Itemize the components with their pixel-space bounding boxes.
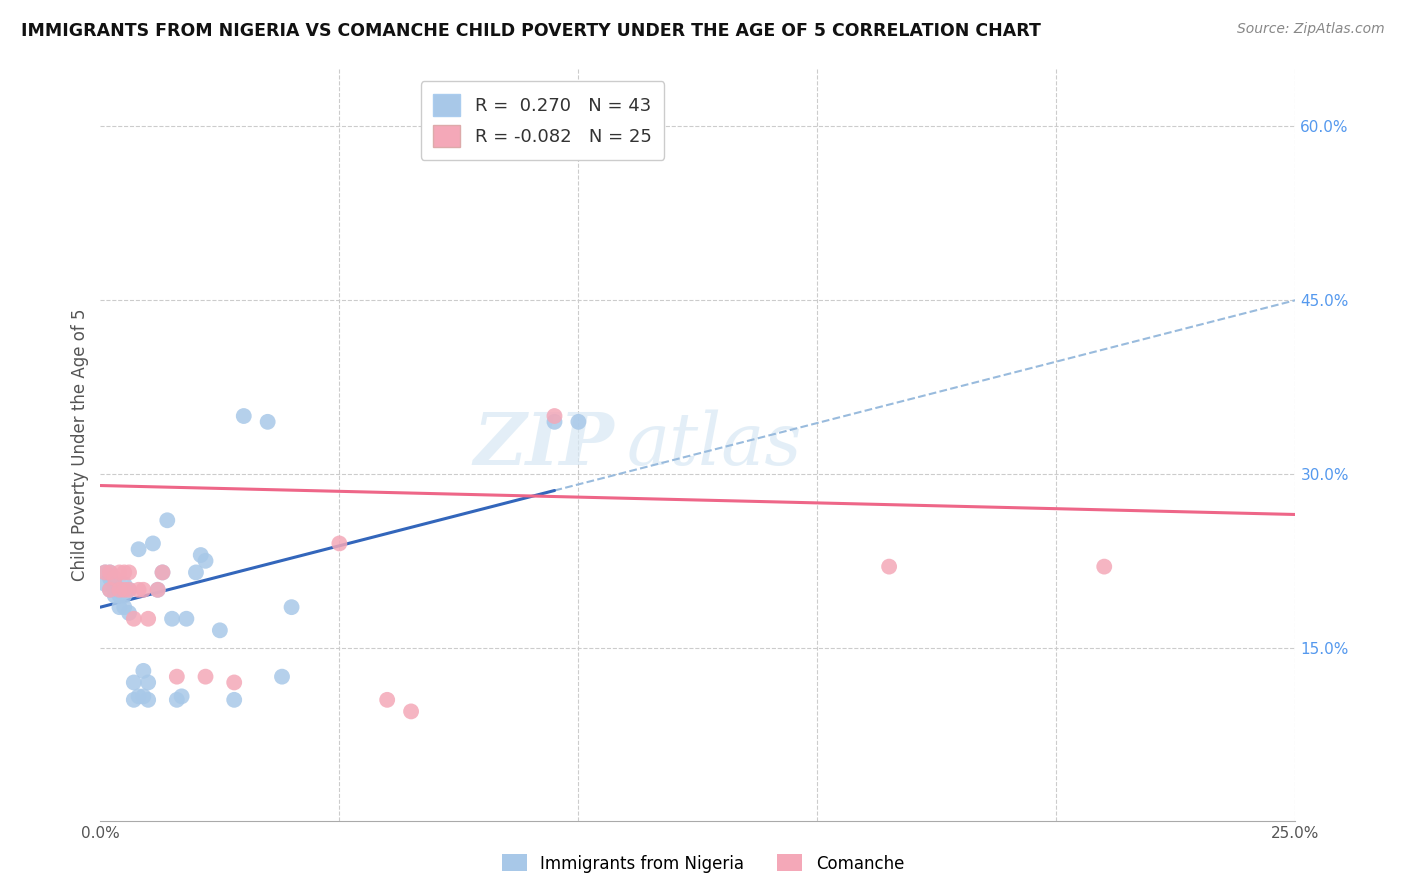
Point (136, 675, 159, 690)
Point (208, 624, 231, 638)
Point (98, 566, 121, 580)
Point (118, 606, 141, 620)
Point (98, 571, 121, 585)
Point (543, 409, 565, 423)
Point (136, 612, 159, 626)
Point (128, 690, 150, 704)
Point (166, 670, 188, 684)
Point (112, 600, 135, 615)
Point (122, 612, 145, 626)
Point (232, 409, 254, 423)
Point (256, 415, 278, 429)
Point (142, 536, 165, 550)
Point (567, 415, 589, 429)
Point (98, 582, 121, 597)
Text: atlas: atlas (626, 409, 801, 480)
Point (877, 559, 900, 574)
Point (132, 582, 155, 597)
Point (104, 582, 127, 597)
Point (128, 582, 150, 597)
Point (176, 612, 198, 626)
Point (94, 566, 117, 580)
Point (108, 600, 131, 615)
Text: ZIP: ZIP (474, 409, 614, 481)
Point (271, 670, 294, 684)
Point (399, 705, 422, 719)
Point (104, 589, 127, 603)
Point (170, 690, 193, 704)
Point (190, 548, 212, 562)
Point (108, 582, 131, 597)
Legend: R =  0.270   N = 43, R = -0.082   N = 25: R = 0.270 N = 43, R = -0.082 N = 25 (420, 81, 665, 160)
Point (375, 693, 398, 707)
Point (160, 612, 183, 626)
Point (118, 566, 141, 580)
Point (194, 554, 217, 568)
Point (152, 566, 174, 580)
Point (122, 693, 145, 707)
Point (166, 693, 188, 707)
Point (194, 670, 217, 684)
Text: Source: ZipAtlas.com: Source: ZipAtlas.com (1237, 22, 1385, 37)
Point (543, 415, 565, 429)
Point (152, 566, 174, 580)
Point (112, 582, 135, 597)
Point (328, 536, 350, 550)
Point (132, 690, 155, 704)
Point (132, 664, 155, 678)
Point (280, 600, 302, 615)
Point (118, 582, 141, 597)
Point (224, 675, 246, 690)
Point (146, 582, 169, 597)
Point (94, 577, 117, 591)
Point (112, 589, 135, 603)
Point (94, 566, 117, 580)
Point (146, 582, 169, 597)
Point (136, 693, 159, 707)
Point (122, 675, 145, 690)
Legend: Immigrants from Nigeria, Comanche: Immigrants from Nigeria, Comanche (495, 847, 911, 880)
Point (1092, 559, 1115, 574)
Point (156, 513, 179, 527)
Point (112, 566, 135, 580)
Point (108, 566, 131, 580)
Point (118, 582, 141, 597)
Y-axis label: Child Poverty Under the Age of 5: Child Poverty Under the Age of 5 (72, 309, 89, 582)
Point (112, 577, 135, 591)
Point (184, 566, 207, 580)
Point (98, 566, 121, 580)
Point (104, 571, 127, 585)
Point (104, 577, 127, 591)
Point (224, 693, 246, 707)
Point (98, 582, 121, 597)
Point (108, 582, 131, 597)
Point (108, 589, 131, 603)
Point (128, 542, 150, 557)
Text: IMMIGRANTS FROM NIGERIA VS COMANCHE CHILD POVERTY UNDER THE AGE OF 5 CORRELATION: IMMIGRANTS FROM NIGERIA VS COMANCHE CHIL… (21, 22, 1040, 40)
